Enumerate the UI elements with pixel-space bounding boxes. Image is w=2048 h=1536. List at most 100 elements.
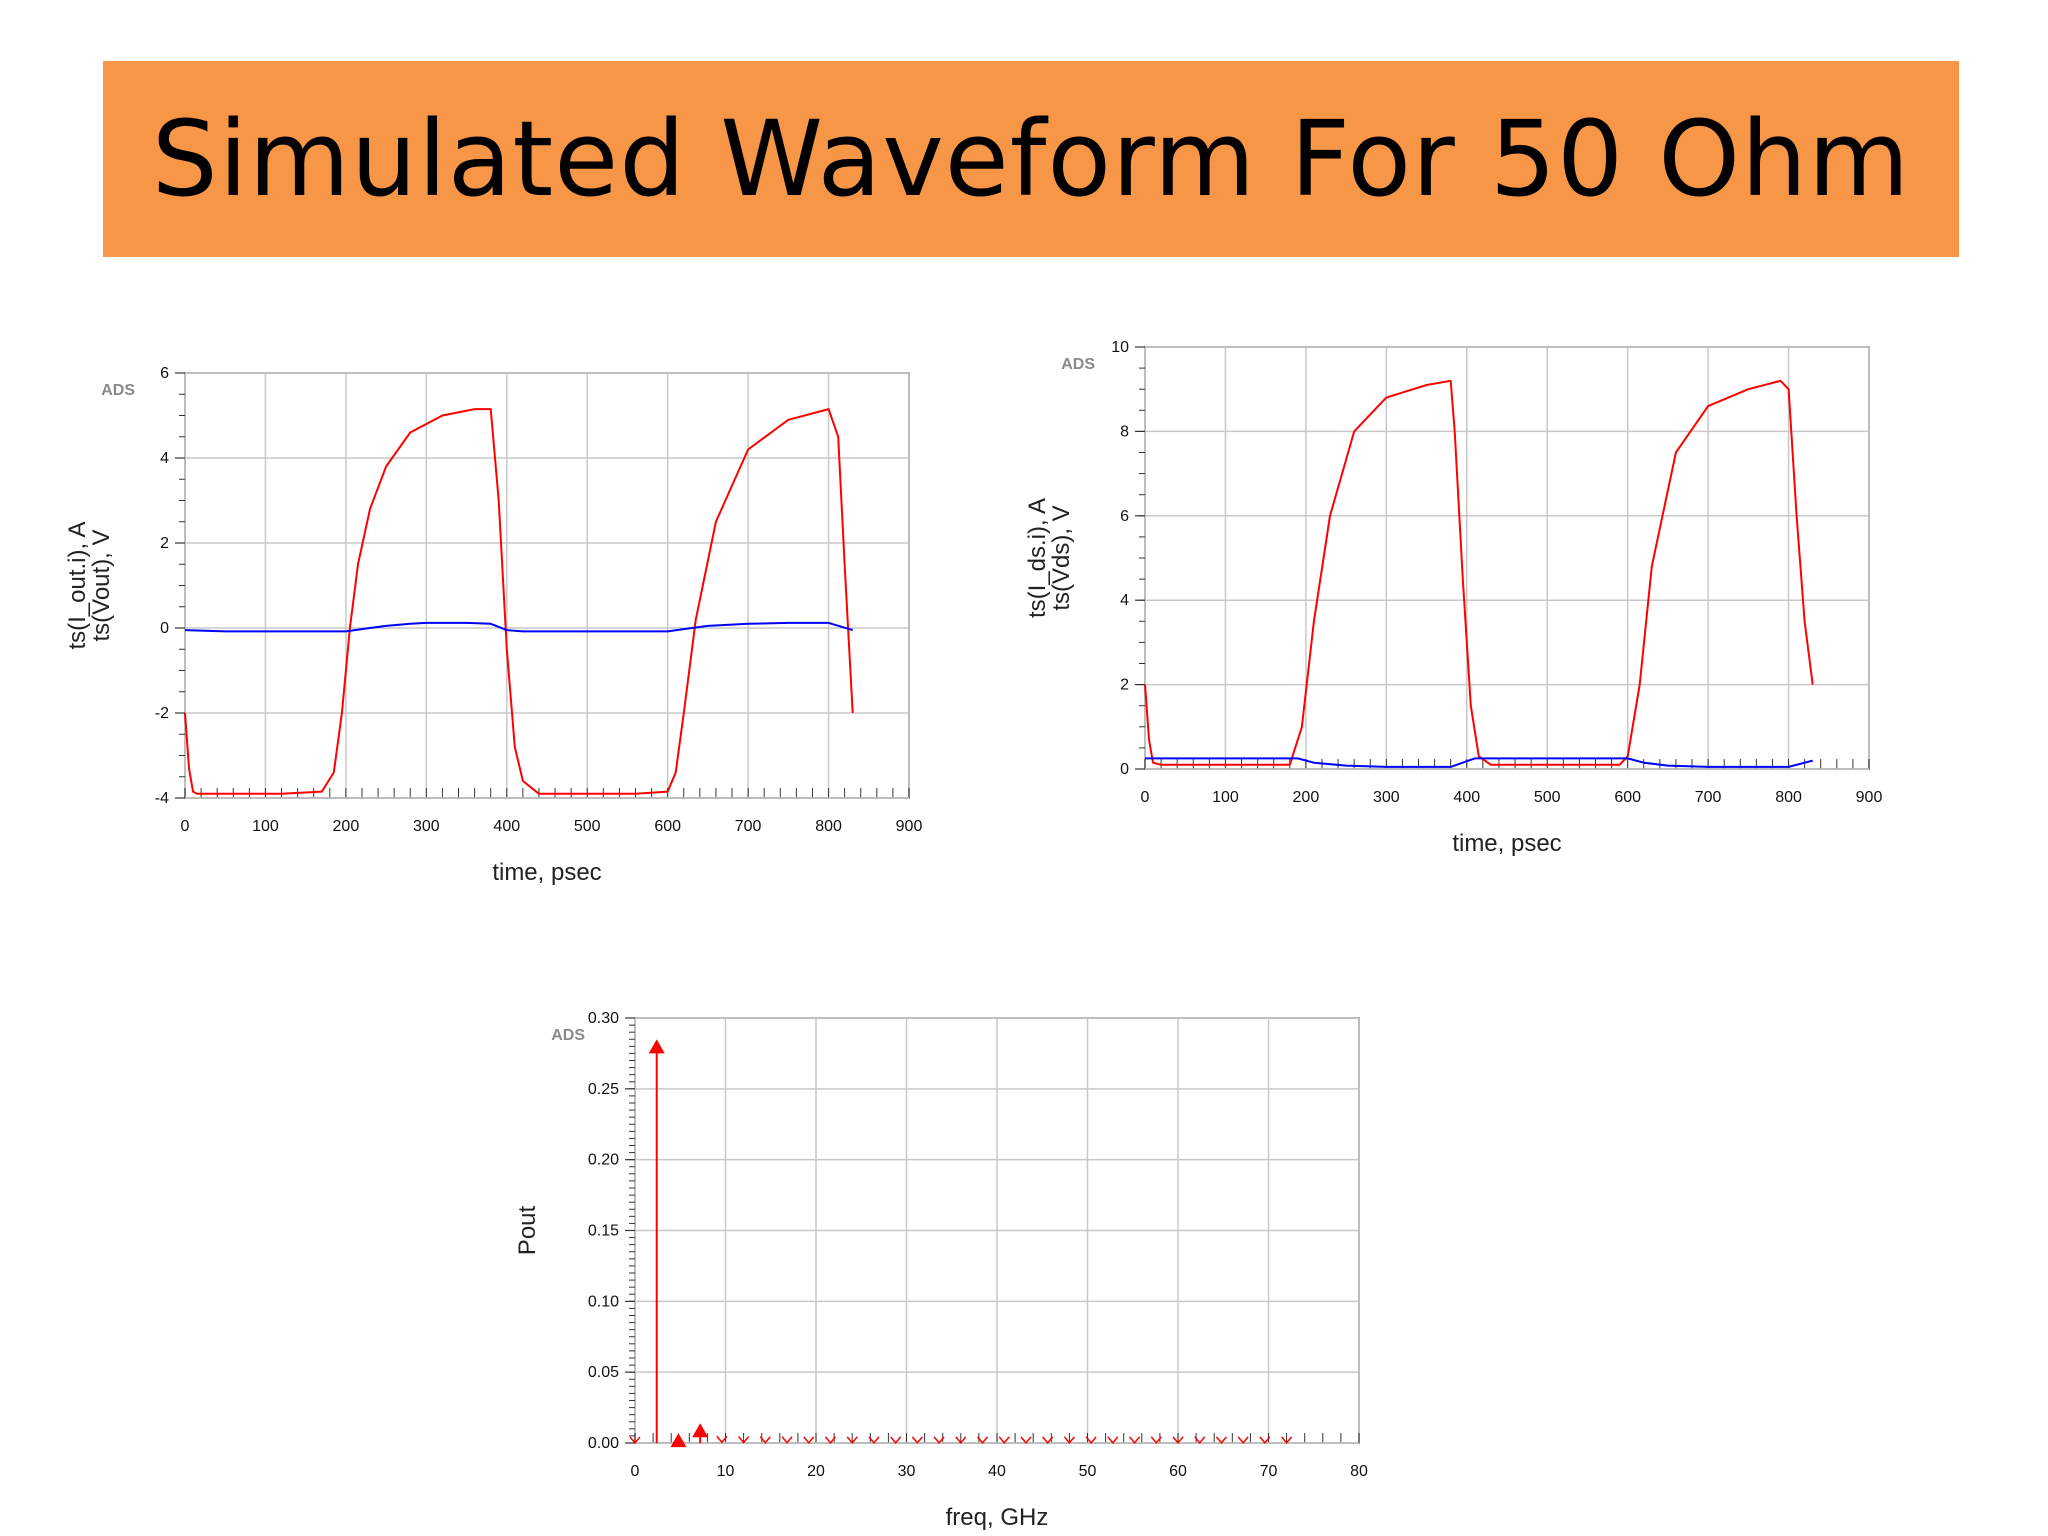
spectrum-marker <box>781 1436 793 1444</box>
x-tick-label: 0 <box>631 1463 640 1480</box>
spectrum-marker <box>803 1436 815 1445</box>
chart-vds-time: 0 100 200 300 400 500 600 700 800 900 0 2 4 6 8 10 ADS ti… <box>1024 339 1883 857</box>
spectrum-marker <box>1107 1436 1119 1445</box>
x-axis-title: time, psec <box>1452 830 1561 857</box>
spectrum-marker <box>911 1436 923 1445</box>
spectrum-marker <box>1128 1436 1141 1445</box>
x-tick-label: 500 <box>574 818 601 835</box>
x-tick-label: 800 <box>1775 789 1802 806</box>
x-tick-label: 900 <box>896 818 923 835</box>
y-tick-label: 0.15 <box>588 1223 619 1240</box>
spectrum-marker <box>846 1436 858 1445</box>
series-line-voltage <box>1144 379 1814 766</box>
spectrum-marker <box>890 1436 902 1445</box>
y-axis-title: ts(I_out.i), A <box>64 521 91 649</box>
x-axis-title: freq, GHz <box>946 1504 1049 1531</box>
x-tick-label: 60 <box>1169 1463 1187 1480</box>
x-tick-label: 200 <box>1293 789 1320 806</box>
spectrum-marker <box>824 1436 837 1445</box>
x-tick-label: 50 <box>1079 1463 1097 1480</box>
spectrum-marker <box>1215 1436 1228 1445</box>
x-tick-label: 300 <box>413 818 440 835</box>
y-tick-label: 0.20 <box>588 1152 619 1169</box>
y-tick-label: 8 <box>1120 423 1129 440</box>
ads-watermark: ADS <box>101 382 135 399</box>
spectrum-marker <box>955 1436 967 1445</box>
x-tick-label: 200 <box>333 818 360 835</box>
spectrum-marker <box>1194 1436 1206 1445</box>
ads-watermark: ADS <box>1061 356 1095 373</box>
y-tick-label: 0.10 <box>588 1293 619 1310</box>
x-tick-label: 600 <box>654 818 681 835</box>
x-tick-label: 20 <box>807 1463 825 1480</box>
x-tick-label: 100 <box>1212 789 1239 806</box>
y-tick-label: 2 <box>1120 677 1129 694</box>
x-tick-label: 800 <box>815 818 842 835</box>
spectrum-marker <box>1281 1436 1293 1445</box>
x-tick-label: 30 <box>898 1463 916 1480</box>
x-tick-label: 80 <box>1350 1463 1368 1480</box>
spectrum-marker <box>1020 1436 1032 1445</box>
spectrum-marker <box>998 1436 1010 1445</box>
x-tick-label: 0 <box>181 818 190 835</box>
y-axis-title: ts(Vout), V <box>88 529 115 641</box>
title-banner: Simulated Waveform For 50 Ohm <box>103 61 1959 257</box>
y-tick-label: 0.05 <box>588 1364 619 1381</box>
spectrum-marker <box>1172 1436 1184 1445</box>
spectrum-marker <box>629 1436 641 1445</box>
y-tick-label: 0.30 <box>588 1010 619 1027</box>
spectrum-marker <box>670 1433 687 1448</box>
y-tick-label: 2 <box>160 535 169 552</box>
y-tick-label: 6 <box>1120 508 1129 525</box>
y-tick-label: 10 <box>1111 339 1129 356</box>
y-tick-label: 0.00 <box>588 1435 619 1452</box>
y-tick-label: 0 <box>1120 761 1129 778</box>
spectrum-marker <box>976 1436 989 1445</box>
spectrum-marker <box>1042 1436 1054 1445</box>
spectrum-marker <box>1085 1436 1097 1445</box>
spectrum-marker <box>759 1436 771 1444</box>
spectrum-marker <box>692 1423 709 1438</box>
series-line-current <box>1145 757 1813 768</box>
x-tick-label: 70 <box>1260 1463 1278 1480</box>
ads-watermark: ADS <box>551 1027 585 1044</box>
series-line-current <box>184 621 853 633</box>
x-tick-label: 700 <box>1695 789 1722 806</box>
x-tick-label: 40 <box>988 1463 1006 1480</box>
x-tick-label: 500 <box>1534 789 1561 806</box>
spectrum-marker <box>868 1436 880 1445</box>
x-axis-title: time, psec <box>492 859 601 886</box>
y-tick-label: -4 <box>155 790 169 807</box>
plot-frame <box>1144 346 1870 770</box>
x-tick-label: 100 <box>252 818 279 835</box>
chart-vout-time: 0 100 200 300 400 500 600 700 800 900 -4 -2 0 2 4 6 ADS t… <box>64 365 923 886</box>
y-axis-title: Pout <box>514 1205 541 1255</box>
y-tick-label: -2 <box>155 705 169 722</box>
x-tick-label: 0 <box>1141 789 1150 806</box>
y-axis-title: ts(I_ds.i), A <box>1024 498 1051 618</box>
chart-pout-spectrum: 0 10 20 30 40 50 60 70 80 0.00 0.05 0.10 0.15 0.20 0.2… <box>514 1010 1368 1531</box>
spectrum-marker <box>933 1436 945 1445</box>
x-tick-label: 400 <box>1453 789 1480 806</box>
x-tick-label: 300 <box>1373 789 1400 806</box>
x-tick-label: 700 <box>735 818 762 835</box>
spectrum-marker <box>716 1435 728 1444</box>
y-tick-label: 4 <box>1120 592 1129 609</box>
spectrum-marker <box>648 1039 665 1054</box>
y-axis-title: ts(Vds), V <box>1048 505 1075 610</box>
spectrum-marker <box>1063 1436 1075 1445</box>
x-tick-label: 400 <box>493 818 520 835</box>
y-tick-label: 0.25 <box>588 1081 619 1098</box>
y-tick-label: 4 <box>160 450 169 467</box>
plot-frame <box>184 372 910 799</box>
spectrum-marker <box>738 1436 750 1444</box>
spectrum-marker <box>1237 1436 1249 1445</box>
series-line-voltage <box>184 408 854 795</box>
spectrum-marker <box>1150 1436 1162 1445</box>
spectrum-marker <box>1259 1436 1271 1445</box>
y-tick-label: 6 <box>160 365 169 382</box>
x-tick-label: 10 <box>717 1463 735 1480</box>
x-tick-label: 600 <box>1614 789 1641 806</box>
x-tick-label: 900 <box>1856 789 1883 806</box>
slide-title: Simulated Waveform For 50 Ohm <box>151 98 1911 220</box>
